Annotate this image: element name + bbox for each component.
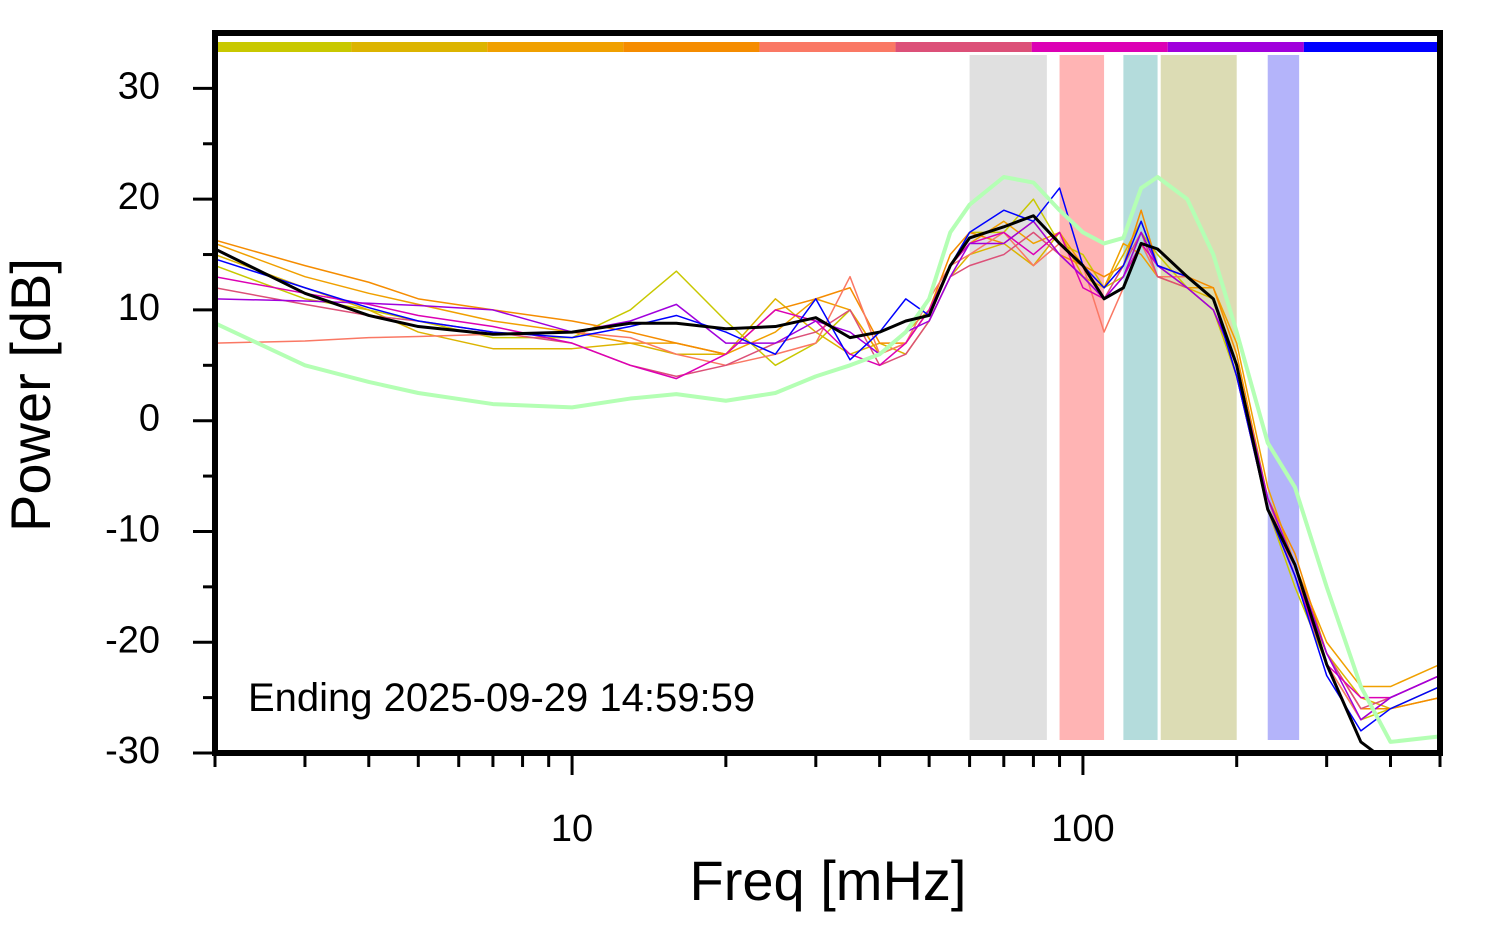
axes: -30 -20 -10 0 10 20 30 10 100 — [105, 65, 1442, 850]
lines — [215, 175, 1440, 753]
y-axis-label: Power [dB] — [0, 258, 62, 532]
time-color-bar — [215, 42, 1440, 52]
color-bar-segment — [215, 42, 352, 52]
spectrum-line — [215, 220, 1440, 721]
color-bar-segment — [895, 42, 1032, 52]
spectrum-line — [215, 231, 1440, 721]
bands — [969, 55, 1300, 740]
spectrum-line — [215, 214, 1379, 753]
y-tick-label: -20 — [105, 619, 160, 661]
color-bar-segment — [759, 42, 896, 52]
color-bar-segment — [487, 42, 624, 52]
band — [1267, 55, 1300, 740]
y-tick-label: -30 — [105, 730, 160, 772]
band — [1160, 55, 1237, 740]
color-bar-segment — [351, 42, 488, 52]
band — [1059, 55, 1105, 740]
color-bar-segment — [1303, 42, 1440, 52]
y-tick-label: 10 — [118, 287, 160, 329]
x-axis-label: Freq [mHz] — [690, 849, 967, 912]
band — [969, 55, 1047, 740]
band — [1123, 55, 1158, 740]
y-tick-label: 20 — [118, 176, 160, 218]
color-bar-segment — [623, 42, 760, 52]
y-tick-label: 0 — [139, 398, 160, 440]
plot-frame — [212, 30, 1443, 756]
y-tick-label: -10 — [105, 508, 160, 550]
spectrum-line — [215, 231, 1440, 710]
x-tick-label: 100 — [1051, 808, 1114, 850]
x-tick-label: 10 — [551, 808, 593, 850]
y-tick-label: 30 — [118, 65, 160, 107]
spectrum-line — [215, 175, 1440, 744]
color-bar-segment — [1031, 42, 1168, 52]
annotation: Ending 2025-09-29 14:59:59 — [248, 676, 755, 720]
color-bar-segment — [1167, 42, 1304, 52]
